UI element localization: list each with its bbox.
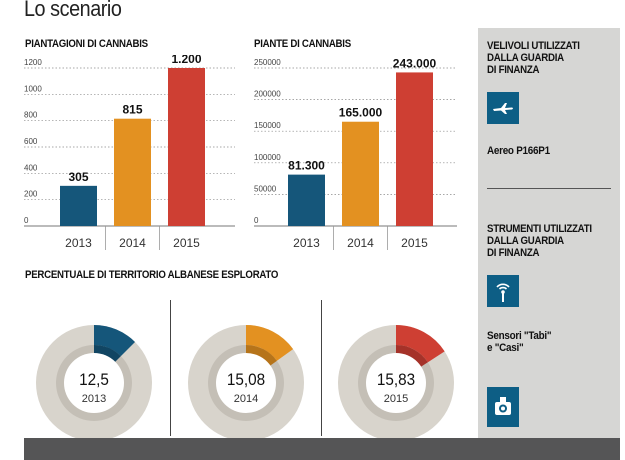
x-tick-label: 2013 xyxy=(293,236,320,250)
donut-chart-2013 xyxy=(36,325,152,441)
donut-2015: 15,83 2015 xyxy=(336,298,456,448)
camera-icon xyxy=(487,387,519,427)
page-title: Lo scenario xyxy=(24,0,122,21)
sidebar-panel: VELIVOLI UTILIZZATI DALLA GUARDIA DI FIN… xyxy=(478,28,620,438)
donut-chart-2014 xyxy=(188,325,304,441)
bar-2015 xyxy=(168,68,205,226)
bar-value-label: 165.000 xyxy=(339,106,383,120)
y-tick-label: 1200 xyxy=(24,58,42,67)
chart-title-plants: PIANTE DI CANNABIS xyxy=(254,38,351,50)
instruments-heading: STRUMENTI UTILIZZATI DALLA GUARDIA DI FI… xyxy=(487,223,592,259)
airplane-icon xyxy=(487,92,519,124)
sidebar-divider xyxy=(487,188,611,189)
chart-title-plantations: PIANTAGIONI DI CANNABIS xyxy=(25,38,148,50)
heading-line: DI FINANZA xyxy=(487,247,540,259)
heading-line: STRUMENTI UTILIZZATI xyxy=(487,223,592,235)
donut-divider xyxy=(321,300,322,436)
bar-2014 xyxy=(342,121,379,226)
bar-value-label: 243.000 xyxy=(393,56,437,70)
y-tick-label: 100000 xyxy=(254,153,281,162)
heading-line: DALLA GUARDIA xyxy=(487,235,564,247)
donut-value: 15,83 xyxy=(376,370,416,389)
donut-year: 2014 xyxy=(233,393,259,405)
bar-2015 xyxy=(396,72,433,226)
y-tick-label: 1000 xyxy=(24,84,42,93)
donut-hole xyxy=(216,353,276,413)
y-tick-label: 0 xyxy=(24,216,29,225)
x-tick-label: 2014 xyxy=(119,236,146,250)
y-tick-label: 400 xyxy=(24,163,38,172)
y-tick-label: 150000 xyxy=(254,121,281,130)
chart-title-territory: PERCENTUALE DI TERRITORIO ALBANESE ESPLO… xyxy=(25,269,279,281)
aircraft-label: Aereo P166P1 xyxy=(487,145,550,157)
x-tick-label: 2013 xyxy=(65,236,92,250)
donut-2014: 15,08 2014 xyxy=(186,298,306,448)
donut-chart-2015 xyxy=(338,325,454,441)
bar-2014 xyxy=(114,118,151,226)
bar-chart-plantations: 0 200 400 600 800 1000 1200 305 2013 815 2014 1.200… xyxy=(24,55,235,250)
heading-line: DI FINANZA xyxy=(487,64,540,76)
bar-value-label: 815 xyxy=(122,103,142,117)
donut-value: 12,5 xyxy=(79,370,109,389)
donut-divider xyxy=(170,300,171,436)
sensor-label: Sensori "Tabi" e "Casi" xyxy=(487,330,552,354)
sensor-label-line: e "Casi" xyxy=(487,342,524,354)
bar-2013 xyxy=(288,174,325,226)
x-tick-label: 2015 xyxy=(401,236,428,250)
y-tick-label: 50000 xyxy=(254,184,277,193)
bar-value-label: 305 xyxy=(68,170,88,184)
footer-bar xyxy=(24,438,620,460)
donut-value: 15,08 xyxy=(226,370,266,389)
bar-value-label: 81.300 xyxy=(288,159,325,173)
y-tick-label: 600 xyxy=(24,137,38,146)
bar-value-label: 1.200 xyxy=(171,55,201,66)
donut-2013: 12,5 2013 xyxy=(34,298,154,448)
y-tick-label: 800 xyxy=(24,111,38,120)
heading-line: VELIVOLI UTILIZZATI xyxy=(487,40,580,52)
sensor-label-line: Sensori "Tabi" xyxy=(487,330,552,342)
donut-year: 2015 xyxy=(383,393,409,405)
y-tick-label: 0 xyxy=(254,216,259,225)
x-tick-label: 2014 xyxy=(347,236,374,250)
y-tick-label: 200 xyxy=(24,190,38,199)
bar-chart-plants: 0 50000 100000 150000 200000 250000 81.300 2013… xyxy=(254,56,457,250)
x-tick-label: 2015 xyxy=(173,236,200,250)
y-tick-label: 200000 xyxy=(254,90,281,99)
heading-line: DALLA GUARDIA xyxy=(487,52,564,64)
antenna-icon xyxy=(487,275,519,307)
donut-hole xyxy=(64,353,124,413)
donut-year: 2013 xyxy=(81,393,107,405)
donut-hole xyxy=(366,353,426,413)
bar-2013 xyxy=(60,185,97,226)
y-tick-label: 250000 xyxy=(254,58,281,67)
aircraft-heading: VELIVOLI UTILIZZATI DALLA GUARDIA DI FIN… xyxy=(487,40,580,76)
